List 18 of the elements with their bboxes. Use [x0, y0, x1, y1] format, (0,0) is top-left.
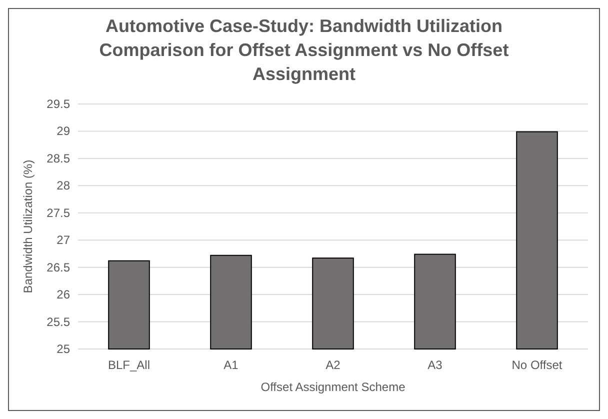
chart-title: Automotive Case-Study: Bandwidth Utilization Comparison for Offset Assignment vs No Offset Assignment: [99, 16, 509, 84]
y-tick-label: 28.5: [46, 151, 70, 166]
x-tick-label: A2: [326, 358, 341, 372]
y-tick-label: 26.5: [46, 260, 70, 274]
x-axis-title: Offset Assignment Scheme: [260, 380, 406, 394]
x-tick-label: No Offset: [512, 358, 563, 372]
y-tick-label: 29.5: [46, 97, 70, 111]
y-axis-title: Bandwidth Utilization (%): [21, 160, 35, 294]
y-tick-label: 27.5: [46, 206, 70, 220]
y-tick-label: 25.5: [46, 314, 70, 329]
x-tick-label: BLF_All: [108, 358, 150, 372]
y-tick-label: 28: [56, 178, 70, 193]
y-tick-label: 26: [56, 288, 70, 302]
x-tick-label: A1: [224, 358, 239, 372]
x-tick-label: A3: [428, 358, 443, 372]
y-tick-label: 29: [56, 124, 70, 138]
y-tick-label: 25: [56, 342, 70, 356]
y-tick-label: 27: [56, 233, 70, 248]
